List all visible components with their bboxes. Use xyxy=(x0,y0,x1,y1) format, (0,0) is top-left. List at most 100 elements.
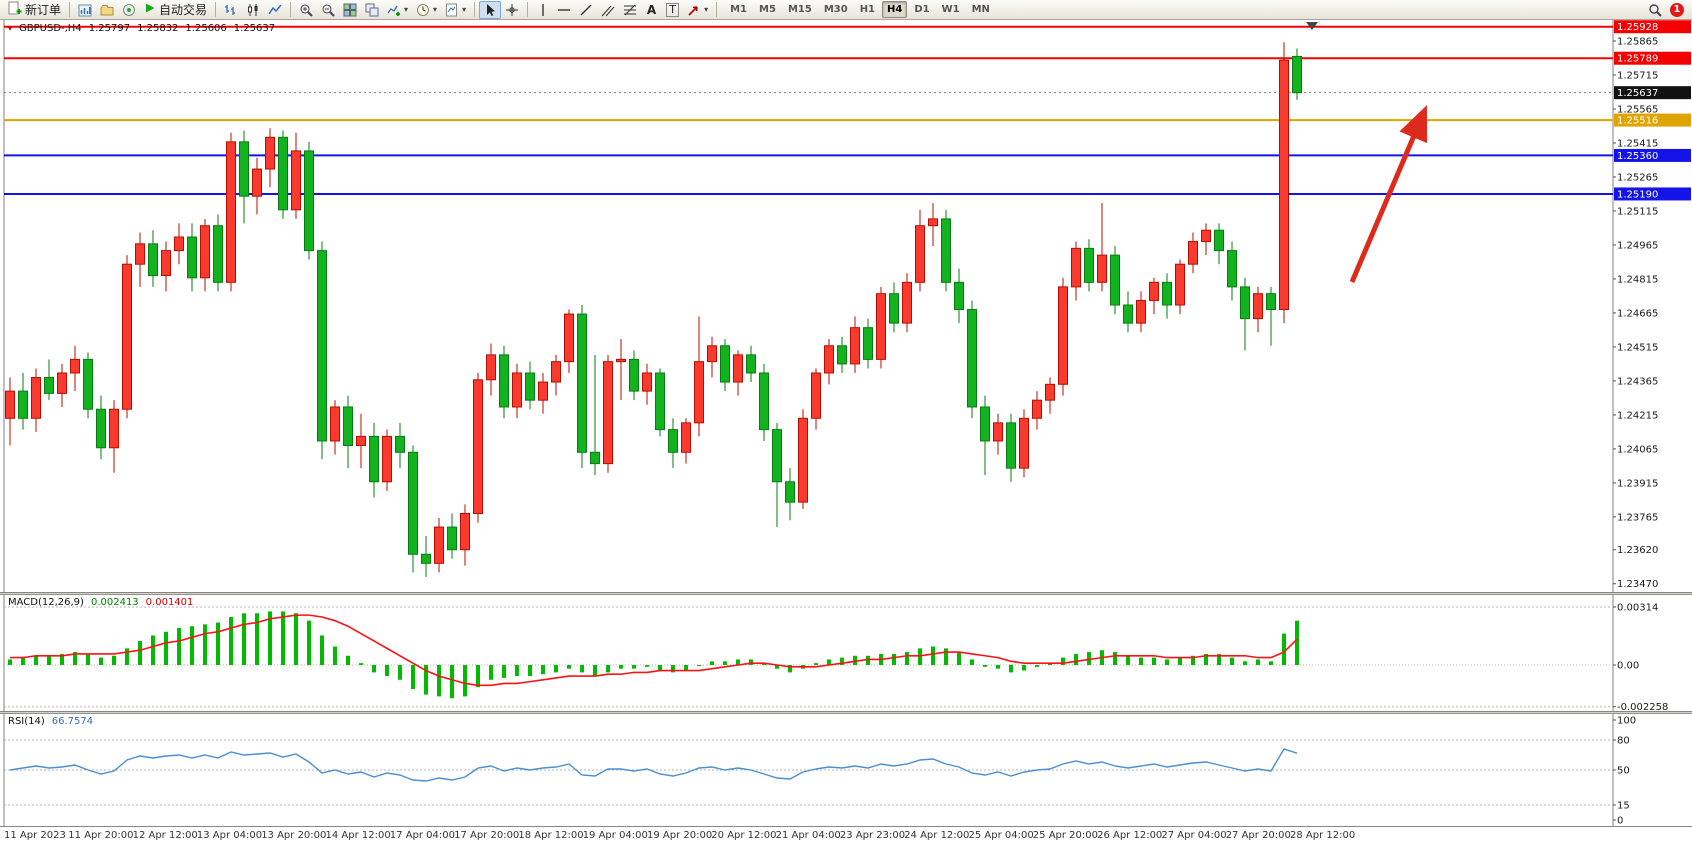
macd-axis: 0.00314 0.00 -0.002258 xyxy=(1613,603,1668,711)
time-axis-label: 19 Apr 20:00 xyxy=(647,830,713,841)
time-axis-label: 13 Apr 04:00 xyxy=(196,830,263,841)
svg-text:1.25715: 1.25715 xyxy=(1617,70,1658,81)
bar-chart-button[interactable] xyxy=(220,1,242,19)
horizontal-line-button[interactable] xyxy=(553,1,575,19)
time-axis-label: 11 Apr 20:00 xyxy=(68,830,134,841)
time-axis-label: 26 Apr 12:00 xyxy=(1097,830,1163,841)
text-button[interactable]: A xyxy=(641,1,662,19)
low-value: 1.25606 xyxy=(185,23,227,34)
svg-text:1.24965: 1.24965 xyxy=(1617,240,1658,251)
vertical-line-button[interactable] xyxy=(532,1,553,19)
time-axis-label: 17 Apr 04:00 xyxy=(389,830,455,841)
symbol-timeframe-label: GBPUSD-,H4 xyxy=(19,23,82,34)
label-tool-glyph: T xyxy=(666,2,679,17)
cascade-windows-icon xyxy=(365,3,379,16)
time-axis-label: 18 Apr 12:00 xyxy=(518,830,584,841)
channel-button[interactable] xyxy=(597,1,619,19)
cascade-windows-button[interactable] xyxy=(361,1,383,19)
timeframe-button-M5[interactable]: M5 xyxy=(759,4,776,15)
svg-text:1.24515: 1.24515 xyxy=(1617,342,1658,353)
timeframe-button-MN[interactable]: MN xyxy=(971,4,990,15)
timeframe-toolbar: M1 M5 M15 M30 H1 H4 D1 W1 MN xyxy=(725,1,995,18)
toolbar-separator xyxy=(527,2,529,17)
svg-text:1.25789: 1.25789 xyxy=(1617,54,1658,65)
time-axis-label: 19 Apr 04:00 xyxy=(582,830,648,841)
timeframe-button-H4[interactable]: H4 xyxy=(882,1,908,18)
timeframe-button-M30[interactable]: M30 xyxy=(823,4,848,15)
pane-separator xyxy=(0,826,1692,827)
rsi-header: RSI(14) 66.7574 xyxy=(8,716,93,727)
chevron-down-icon: ▾ xyxy=(462,5,467,14)
time-axis-label: 13 Apr 20:00 xyxy=(261,830,327,841)
price-level-badge xyxy=(1614,86,1691,100)
pane-separator[interactable] xyxy=(0,711,1692,714)
svg-text:1.25928: 1.25928 xyxy=(1617,22,1658,33)
notification-badge[interactable]: 1 xyxy=(1670,2,1684,17)
rsi-line xyxy=(9,748,1298,782)
pane-separator[interactable] xyxy=(0,592,1692,595)
data-window-button[interactable] xyxy=(118,1,140,19)
timeframe-button-D1[interactable]: D1 xyxy=(914,4,930,15)
price-chart-pane[interactable]: 1.25865 1.25715 1.25565 1.25415 1.25265 1.251… xyxy=(0,20,1692,592)
clock-icon xyxy=(417,3,430,16)
time-axis-label: 11 Apr 2023 xyxy=(4,830,66,841)
horizontal-line-icon xyxy=(558,8,571,11)
chart-ohlc-header: ▾ GBPUSD-,H4 1.25797 1.25832 1.25606 1.2… xyxy=(8,23,275,35)
svg-text:1.25415: 1.25415 xyxy=(1617,138,1658,149)
time-axis-label: 27 Apr 04:00 xyxy=(1161,830,1227,841)
macd-pane[interactable]: 0.00314 0.00 -0.002258 xyxy=(0,595,1692,711)
crosshair-icon xyxy=(506,3,519,16)
main-toolbar: 新订单 自动交易 ▾ ▾ xyxy=(0,0,1692,20)
cursor-button[interactable] xyxy=(479,0,502,19)
new-order-button[interactable]: 新订单 xyxy=(4,1,65,19)
template-icon xyxy=(446,3,458,16)
candlestick-button[interactable] xyxy=(242,1,264,19)
fibonacci-button[interactable] xyxy=(619,1,641,19)
macd-signal-value: 0.001401 xyxy=(145,597,194,608)
svg-text:0.00314: 0.00314 xyxy=(1617,603,1658,614)
price-axis: 1.25865 1.25715 1.25565 1.25415 1.25265 1.251… xyxy=(1613,36,1658,590)
arrows-button[interactable]: ▾ xyxy=(683,1,712,19)
rsi-axis: 100 80 50 15 0 xyxy=(1613,716,1636,826)
profiles-button[interactable] xyxy=(96,1,118,19)
crosshair-button[interactable] xyxy=(501,1,523,19)
time-axis-label: 14 Apr 12:00 xyxy=(325,830,391,841)
line-chart-button[interactable] xyxy=(264,1,286,19)
zoom-out-icon xyxy=(322,4,335,17)
timeframe-button-W1[interactable]: W1 xyxy=(941,4,960,15)
toolbar-separator xyxy=(69,2,71,17)
rsi-pane[interactable]: 100 80 50 15 0 xyxy=(0,714,1692,826)
time-axis-label: 28 Apr 12:00 xyxy=(1290,830,1356,841)
svg-text:1.23915: 1.23915 xyxy=(1617,478,1658,489)
new-chart-button[interactable] xyxy=(74,1,96,19)
svg-text:15: 15 xyxy=(1617,801,1630,812)
time-axis-label: 12 Apr 12:00 xyxy=(132,830,198,841)
profiles-icon xyxy=(100,4,114,15)
autotrading-button[interactable]: 自动交易 xyxy=(140,1,211,19)
arrow-tool-icon xyxy=(688,5,698,16)
label-button[interactable]: T xyxy=(662,1,683,19)
templates-button[interactable]: ▾ xyxy=(441,1,470,19)
svg-text:1.24065: 1.24065 xyxy=(1617,444,1658,455)
timeframe-button-H1[interactable]: H1 xyxy=(859,4,876,15)
zoom-out-button[interactable] xyxy=(317,1,339,19)
svg-text:1.25516: 1.25516 xyxy=(1617,116,1658,127)
search-button[interactable] xyxy=(1644,1,1666,19)
tile-windows-button[interactable] xyxy=(339,1,361,19)
svg-text:1.24665: 1.24665 xyxy=(1617,308,1658,319)
svg-text:100: 100 xyxy=(1617,716,1636,727)
trendline-button[interactable] xyxy=(575,1,597,19)
timeframe-button-M15[interactable]: M15 xyxy=(787,4,812,15)
indicators-button[interactable]: ▾ xyxy=(383,1,412,19)
time-axis-label: 20 Apr 12:00 xyxy=(711,830,777,841)
time-axis[interactable]: 11 Apr 2023 11 Apr 20:00 12 Apr 12:00 13 Ap… xyxy=(0,827,1692,850)
periods-button[interactable]: ▾ xyxy=(412,1,441,19)
timeframe-button-M1[interactable]: M1 xyxy=(730,4,748,15)
zoom-in-icon xyxy=(300,4,313,17)
chart-shift-marker xyxy=(1306,22,1318,30)
text-tool-glyph: A xyxy=(646,2,657,17)
zoom-in-button[interactable] xyxy=(295,1,317,19)
chart-area: 1.25865 1.25715 1.25565 1.25415 1.25265 1.251… xyxy=(0,20,1692,850)
svg-text:1.25637: 1.25637 xyxy=(1617,88,1658,99)
high-value: 1.25832 xyxy=(137,23,179,34)
